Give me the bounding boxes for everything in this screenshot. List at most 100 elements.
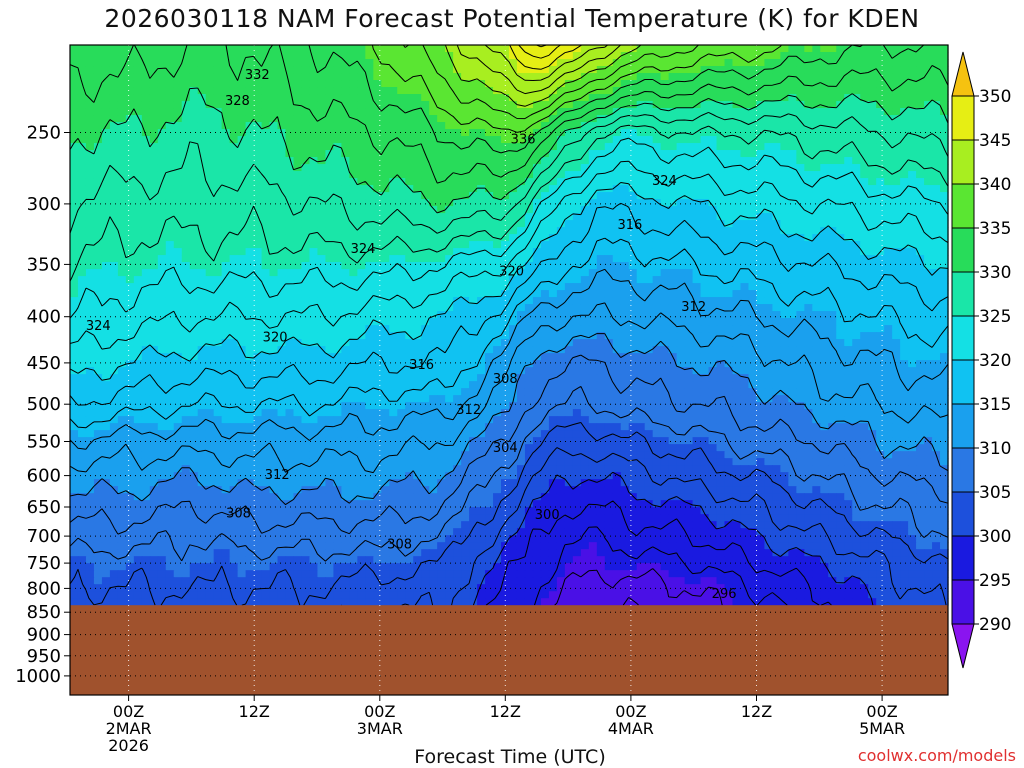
field-cell	[708, 185, 718, 193]
field-cell	[884, 332, 893, 340]
field-cell	[205, 311, 215, 319]
field-cell	[612, 52, 622, 60]
field-cell	[668, 311, 678, 319]
field-cell	[453, 45, 462, 53]
field-cell	[70, 360, 79, 368]
field-cell	[125, 157, 135, 165]
field-cell	[325, 339, 334, 347]
field-cell	[812, 269, 821, 277]
field-cell	[820, 206, 829, 214]
field-cell	[564, 45, 574, 53]
field-cell	[620, 136, 630, 144]
field-cell	[748, 297, 758, 305]
field-cell	[628, 332, 638, 340]
field-cell	[317, 80, 327, 88]
field-cell	[748, 192, 758, 200]
field-cell	[341, 143, 350, 151]
field-cell	[149, 206, 159, 214]
field-cell	[868, 206, 877, 214]
field-cell	[572, 157, 582, 165]
field-cell	[253, 143, 263, 151]
field-cell	[101, 199, 111, 207]
field-cell	[109, 136, 119, 144]
field-cell	[437, 304, 446, 312]
field-cell	[397, 108, 406, 116]
field-cell	[405, 136, 414, 144]
field-cell	[477, 297, 486, 305]
field-cell	[588, 59, 598, 67]
field-cell	[317, 360, 327, 368]
field-cell	[117, 318, 127, 326]
field-cell	[780, 80, 789, 88]
field-cell	[636, 157, 646, 165]
field-cell	[596, 59, 606, 67]
field-cell	[253, 73, 263, 81]
field-cell	[676, 115, 686, 123]
field-cell	[333, 52, 342, 60]
field-cell	[133, 150, 143, 158]
field-cell	[325, 143, 334, 151]
field-cell	[269, 108, 279, 116]
field-cell	[245, 94, 255, 102]
field-cell	[213, 108, 223, 116]
field-cell	[612, 164, 622, 172]
field-cell	[732, 318, 742, 326]
field-cell	[301, 52, 311, 60]
field-cell	[596, 199, 606, 207]
field-cell	[357, 45, 366, 53]
field-cell	[516, 108, 526, 116]
field-cell	[493, 346, 502, 354]
field-cell	[341, 269, 350, 277]
field-cell	[349, 339, 358, 347]
field-cell	[397, 255, 406, 263]
field-cell	[532, 185, 542, 193]
field-cell	[493, 325, 502, 333]
field-cell	[612, 157, 622, 165]
field-cell	[365, 227, 374, 235]
field-cell	[173, 234, 183, 242]
field-cell	[381, 157, 390, 165]
field-cell	[149, 255, 159, 263]
field-cell	[325, 73, 334, 81]
field-cell	[445, 318, 454, 326]
field-cell	[285, 185, 295, 193]
field-cell	[516, 73, 526, 81]
field-cell	[301, 339, 311, 347]
field-cell	[469, 276, 478, 284]
field-cell	[652, 213, 662, 221]
field-cell	[501, 213, 510, 221]
field-cell	[524, 332, 534, 340]
field-cell	[70, 80, 79, 88]
field-cell	[644, 157, 654, 165]
field-cell	[828, 136, 837, 144]
field-cell	[445, 283, 454, 291]
field-cell	[365, 115, 374, 123]
field-cell	[732, 115, 742, 123]
field-cell	[277, 150, 287, 158]
field-cell	[772, 283, 781, 291]
field-cell	[940, 220, 949, 228]
field-cell	[485, 297, 494, 305]
field-cell	[85, 220, 95, 228]
field-cell	[612, 332, 622, 340]
field-cell	[117, 213, 127, 221]
field-cell	[916, 178, 925, 186]
field-cell	[477, 318, 486, 326]
field-cell	[237, 353, 247, 361]
field-cell	[285, 227, 295, 235]
field-cell	[644, 297, 654, 305]
field-cell	[501, 255, 510, 263]
field-cell	[253, 227, 263, 235]
field-cell	[373, 227, 382, 235]
field-cell	[437, 185, 446, 193]
field-cell	[940, 276, 949, 284]
field-cell	[908, 87, 917, 95]
field-cell	[509, 311, 518, 319]
field-cell	[165, 136, 175, 144]
field-cell	[748, 311, 758, 319]
field-cell	[908, 122, 917, 130]
field-cell	[421, 234, 430, 242]
field-cell	[884, 339, 893, 347]
field-cell	[572, 206, 582, 214]
field-cell	[445, 157, 454, 165]
